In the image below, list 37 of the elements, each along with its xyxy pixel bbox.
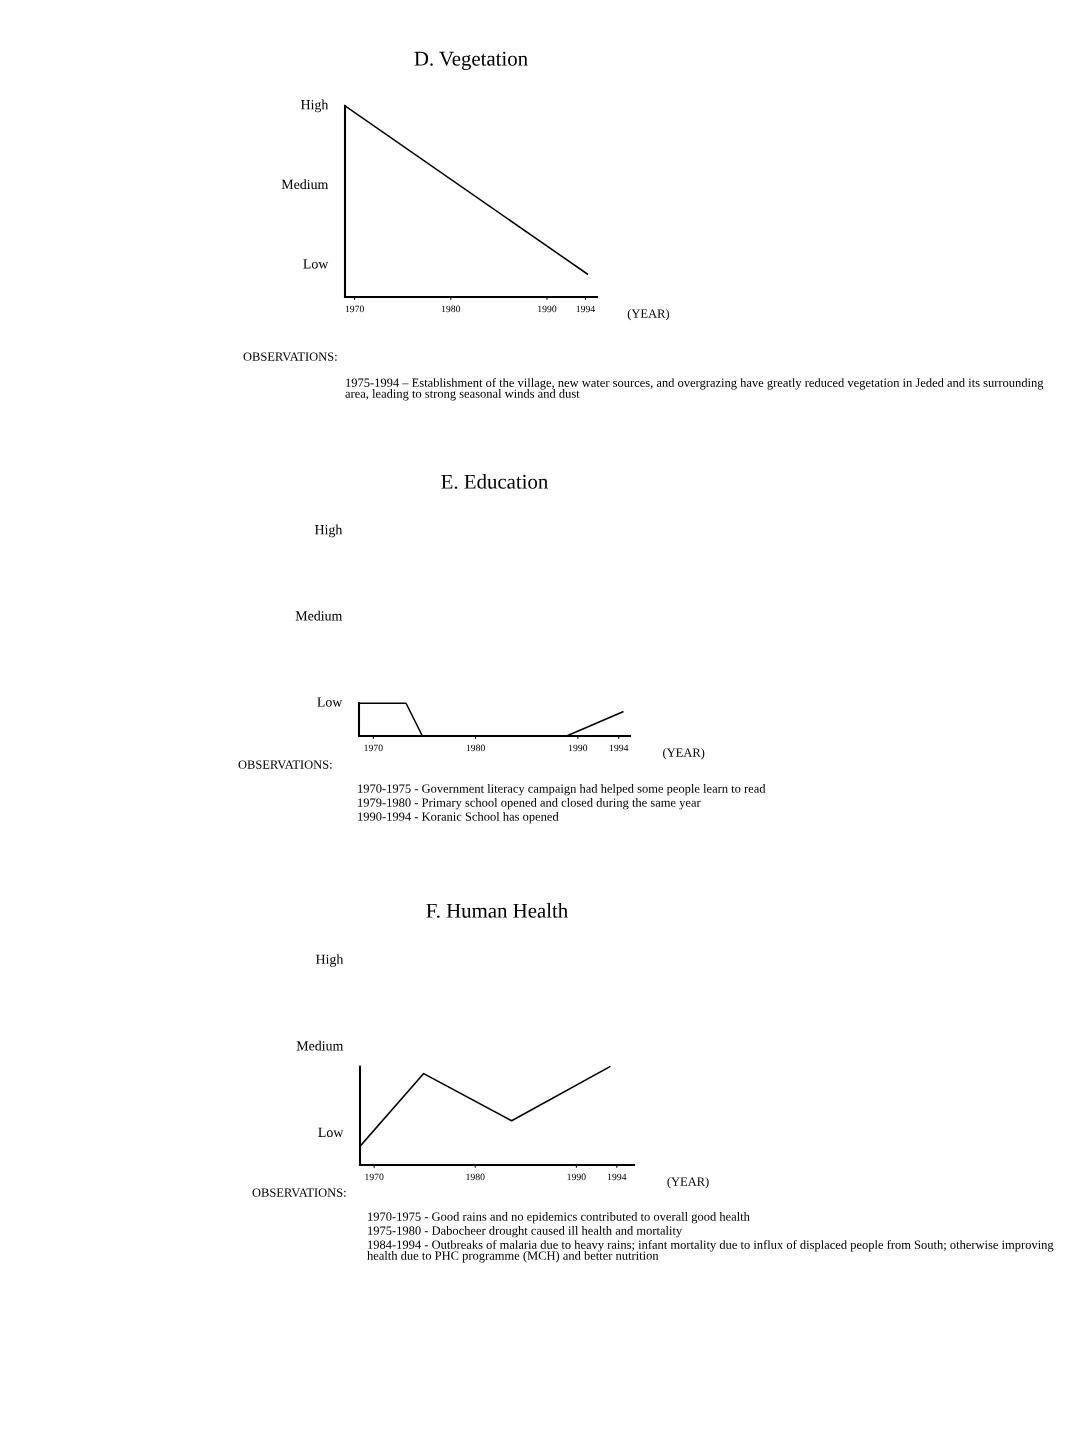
chart-title: E. Education [441, 474, 548, 489]
x-tick-label: 1994 [607, 1173, 627, 1181]
text: 1984-1994 - Outbreaks of malaria due to heavy rains; infant mortality due to influx of displaced people from South; otherwise improving health due to PHC programme (MCH) and better nutrition [367, 1240, 1054, 1263]
chart-title: F. Human Health [426, 903, 568, 918]
category-label: Medium [281, 179, 329, 190]
category-label: Low [303, 259, 329, 269]
category-label: High [300, 99, 329, 113]
category-label: Low [318, 1127, 344, 1138]
x-axis-title: (YEAR) [627, 309, 670, 321]
category-label: High [314, 524, 343, 538]
x-tick-label: 1994 [609, 744, 629, 752]
text: 1975-1994 – Establishment of the village, new water sources, and overgrazing have greatly reduced vegetation in Jeded and its surrounding area, leading to strong seasonal winds and dust [345, 378, 1044, 401]
category-label: Medium [296, 1040, 344, 1051]
category-label: High [315, 954, 344, 967]
text: OBSERVATIONS: [238, 760, 332, 769]
x-tick-label: 1990 [538, 305, 557, 313]
text: 1979-1980 - Primary school opened and closed during the same year [358, 798, 701, 810]
text: 1990-1994 - Koranic School has opened [358, 812, 559, 824]
x-tick-label: 1970 [345, 305, 364, 313]
x-tick-label: 1994 [576, 305, 596, 313]
x-tick-label: 1990 [567, 1173, 586, 1181]
text: OBSERVATIONS: [243, 352, 337, 361]
category-label: Medium [295, 610, 343, 621]
x-tick-label: 1980 [466, 744, 485, 752]
x-tick-label: 1990 [568, 744, 588, 752]
x-tick-label: 1980 [441, 305, 461, 313]
x-axis-title: (YEAR) [667, 1177, 709, 1189]
x-axis-title: (YEAR) [663, 748, 705, 760]
x-tick-label: 1970 [364, 744, 383, 752]
text: OBSERVATIONS: [252, 1188, 346, 1197]
chart-title: D. Vegetation [414, 51, 528, 70]
text: 1970-1975 - Good rains and no epidemics contributed to overall good health [368, 1212, 750, 1224]
x-tick-label: 1980 [466, 1173, 485, 1181]
category-label: Low [317, 697, 343, 707]
text: 1975-1980 - Dabocheer drought caused ill health and mortality [368, 1226, 683, 1238]
x-tick-label: 1970 [365, 1173, 384, 1181]
text: 1970-1975 - Government literacy campaign had helped some people learn to read [358, 784, 766, 796]
